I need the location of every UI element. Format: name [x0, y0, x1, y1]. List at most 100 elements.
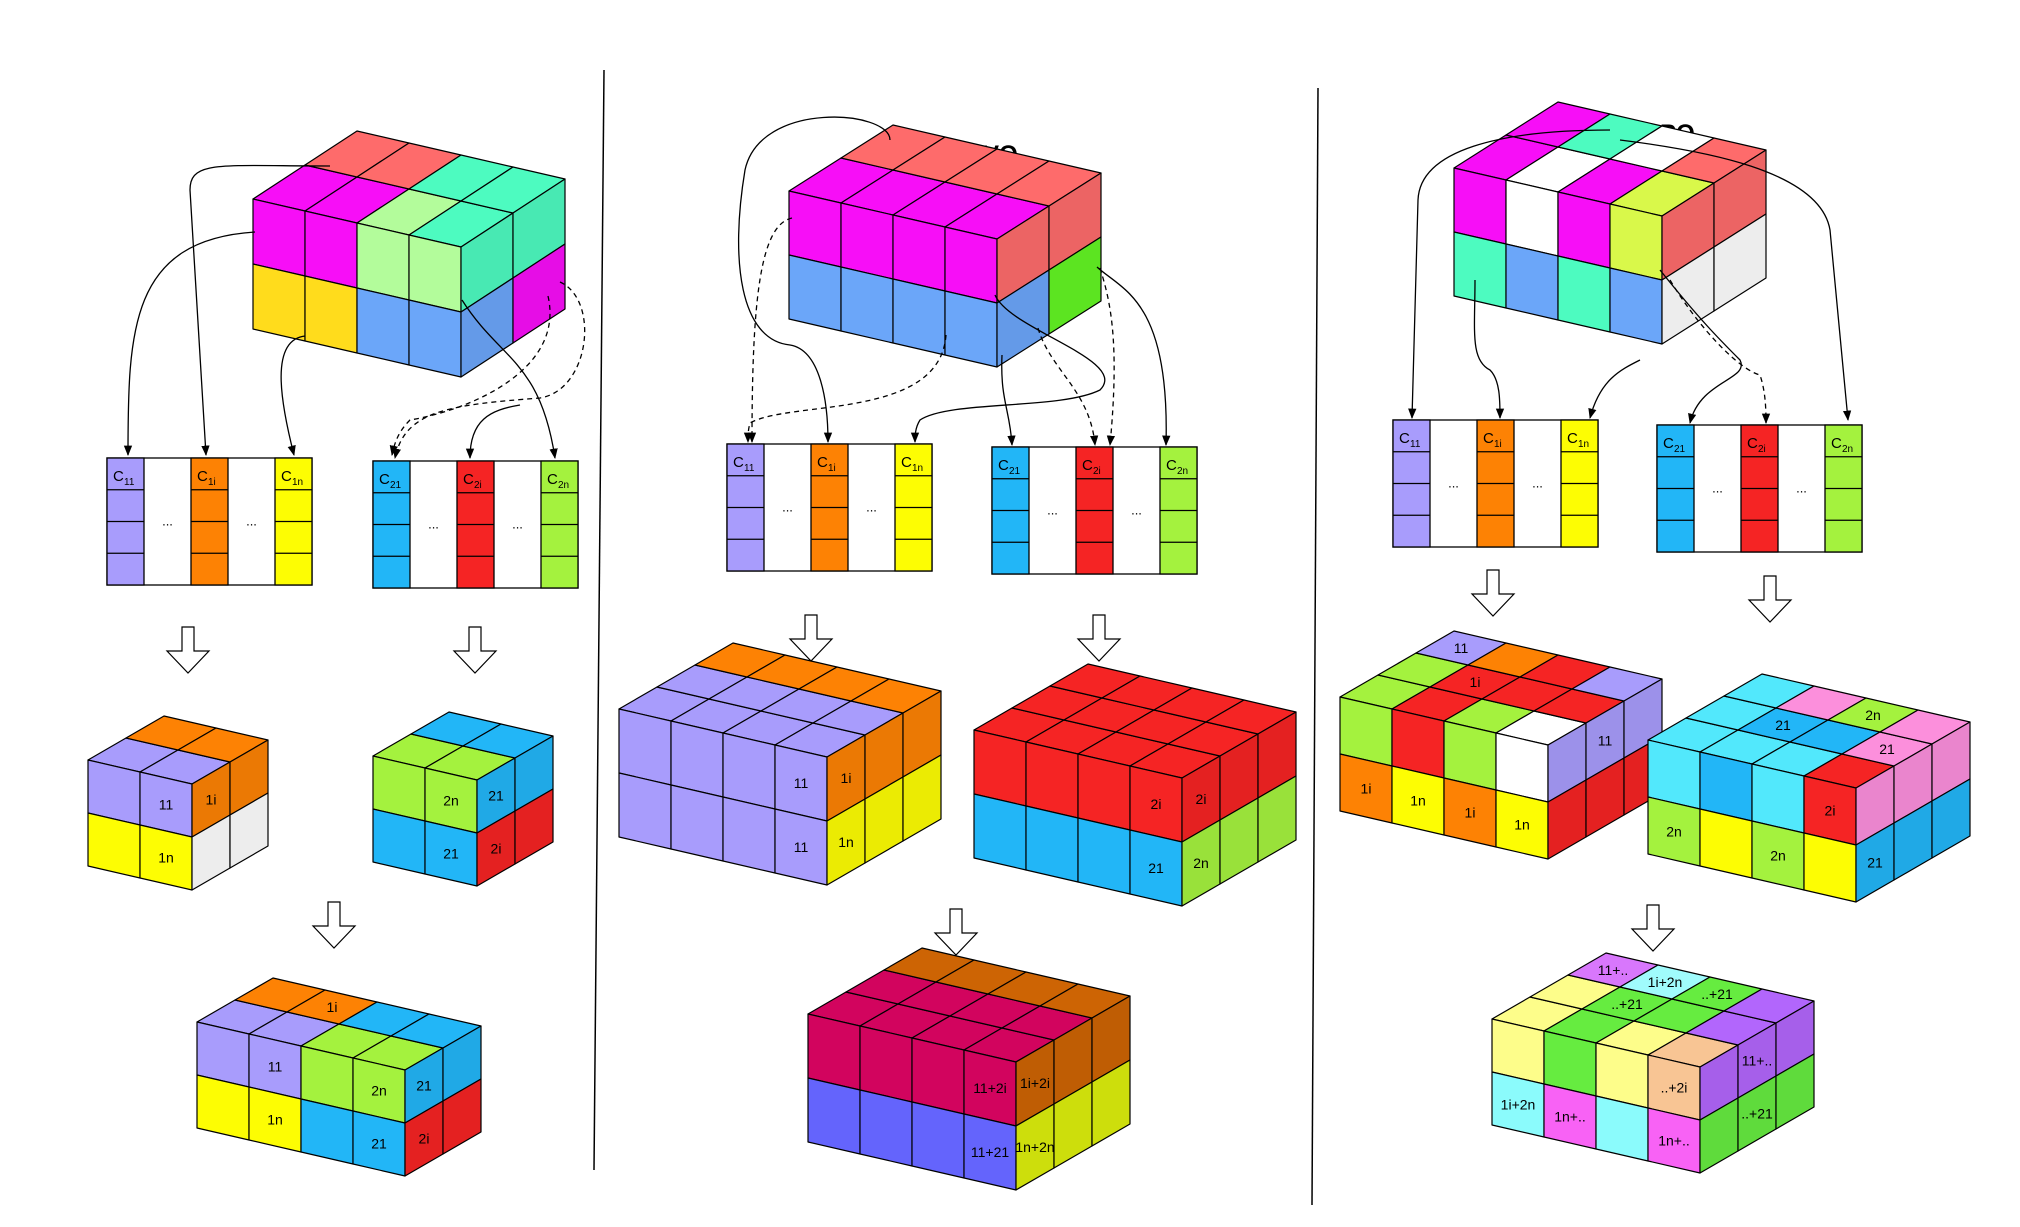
cube-label: 2n — [1666, 824, 1682, 840]
front-cell — [87, 812, 141, 879]
dq-link-c2i — [465, 404, 521, 460]
cube-label: ..+21 — [1701, 986, 1733, 1002]
cube-label: 21 — [371, 1136, 387, 1152]
vq-link-c2i — [1099, 267, 1116, 447]
codebook-label-sub: 2i — [1093, 466, 1101, 477]
cube-label: 1n — [158, 850, 174, 866]
codebook-label-c1n: C — [1567, 430, 1578, 447]
codebook-label-sub: 21 — [390, 480, 402, 491]
front-cell — [1025, 741, 1079, 819]
cube-label: 21 — [443, 846, 459, 862]
front-cell — [372, 808, 426, 875]
cube-label: 1i — [327, 999, 338, 1015]
panel-divider-left — [593, 69, 605, 1171]
cube-label: 1i — [206, 792, 217, 808]
dq-link-c1n — [280, 335, 306, 457]
cube-label: 1i+2n — [1648, 974, 1683, 990]
vq-link-c1n — [910, 294, 1106, 444]
front-cell — [807, 1013, 861, 1091]
side-cell — [1775, 1053, 1815, 1130]
pq-merged-block — [1491, 952, 1815, 1174]
vq-down-arrow-3 — [933, 908, 979, 956]
cube-label: 11 — [794, 775, 809, 791]
cube-label: 1n — [267, 1112, 283, 1128]
cube-label: 21 — [1775, 717, 1791, 733]
vq-down-arrow-2 — [1076, 614, 1122, 662]
codebook-label-c11: C — [733, 454, 744, 471]
cube-label: 1n — [1410, 793, 1426, 809]
dq-down-arrow-3 — [311, 901, 357, 949]
dq-quantized-block-1 — [87, 715, 269, 891]
front-cell — [618, 708, 672, 786]
front-cell — [1505, 243, 1559, 321]
pq-link-c2n — [1619, 139, 1852, 422]
cube-label: 21 — [416, 1078, 432, 1094]
codebook-label-sub: 1i — [828, 463, 836, 474]
codebook-label-sub: 2n — [1842, 444, 1853, 455]
front-cell — [911, 1101, 965, 1179]
cube-label: 1n — [838, 834, 854, 850]
cube-label: 1i — [1465, 805, 1476, 821]
front-cell — [1699, 808, 1753, 879]
codebook-label-sub: 11 — [744, 463, 755, 474]
dq-codebook-1: C 11 C 1i C 1n...... — [106, 457, 313, 586]
front-cell — [356, 287, 410, 366]
cube-label: 1i — [1470, 674, 1481, 690]
vq-codebook-1: C 11 C 1i C 1n...... — [726, 443, 933, 572]
cube-label: 2n — [443, 793, 459, 809]
codebook-ellipsis: ... — [1532, 476, 1543, 491]
cube-label: 21 — [488, 788, 504, 804]
codebook-label-c1n: C — [281, 468, 292, 485]
codebook-ellipsis: ... — [1047, 503, 1058, 518]
cube-label: 2n — [1193, 855, 1209, 871]
codebook-label-c11: C — [1399, 430, 1410, 447]
codebook-label-c2i: C — [1747, 435, 1758, 452]
front-cell — [892, 214, 946, 292]
codebook-ellipsis: ... — [162, 514, 173, 529]
cube-label: 1n+.. — [1658, 1133, 1690, 1149]
side-cell — [1257, 775, 1297, 863]
codebook-label-sub: 1i — [1494, 439, 1502, 450]
cube-label: 11+21 — [971, 1144, 1009, 1160]
cube-label: 11 — [1454, 640, 1469, 656]
front-cell — [944, 226, 998, 304]
codebook-label-sub: 1n — [912, 463, 923, 474]
pq-source-block — [1453, 101, 1767, 345]
cube-label: 1i+2i — [1020, 1075, 1050, 1091]
front-cell — [196, 1074, 250, 1141]
front-cell — [1025, 805, 1079, 883]
cube-label: 2n — [1865, 707, 1881, 723]
codebook-ellipsis: ... — [1712, 481, 1723, 496]
dq-link-c2n — [461, 299, 558, 460]
codebook-label-sub: 1i — [208, 477, 216, 488]
codebook-label-sub: 11 — [1410, 439, 1421, 450]
front-cell — [1077, 753, 1131, 831]
cube-label: 11+.. — [1742, 1053, 1773, 1069]
cube-label: 21 — [1867, 855, 1883, 871]
side-cell — [442, 1078, 482, 1155]
codebook-label-c1i: C — [1483, 430, 1494, 447]
codebook-label-sub: 21 — [1009, 466, 1021, 477]
side-cell — [1091, 1059, 1131, 1147]
pq-link-c1i — [1473, 279, 1505, 420]
dq-down-arrow-1 — [165, 626, 211, 674]
cube-label: 1n — [1514, 817, 1530, 833]
pq-link-c11 — [1408, 129, 1611, 420]
vq-down-arrow-1 — [788, 614, 834, 662]
front-cell — [840, 266, 894, 344]
vq-link-c2n — [1096, 266, 1171, 447]
dq-link-c21-b — [389, 295, 551, 457]
pq-link-c1n — [1588, 359, 1641, 420]
pq-codebook-2: C 21 C 2i C 2n...... — [1656, 424, 1863, 553]
front-cell — [408, 234, 462, 313]
cube-label: 2i — [419, 1131, 430, 1147]
codebook-label-c2n: C — [1166, 457, 1177, 474]
cube-label: 2n — [371, 1083, 387, 1099]
vq-source-block — [788, 124, 1102, 368]
codebook-ellipsis: ... — [866, 500, 877, 515]
front-cell — [304, 275, 358, 354]
codebook-label-sub: 11 — [124, 477, 135, 488]
pq-down-arrow-2 — [1747, 575, 1793, 623]
codebook-label-c2n: C — [1831, 435, 1842, 452]
codebook-ellipsis: ... — [782, 500, 793, 515]
